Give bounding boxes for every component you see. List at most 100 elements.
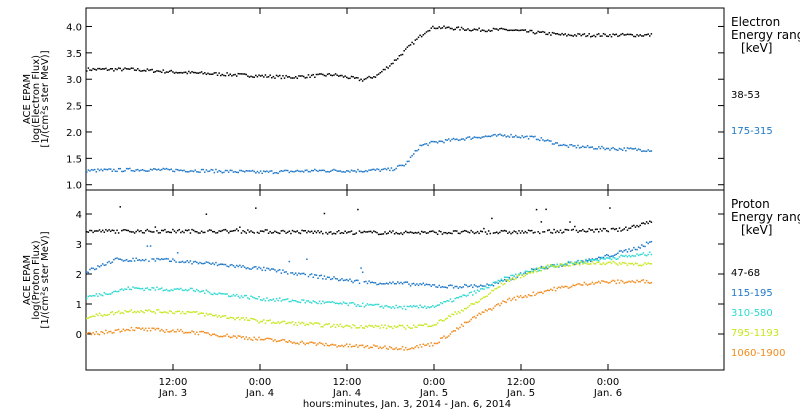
data-point — [97, 265, 99, 267]
data-point — [489, 284, 492, 287]
data-point — [613, 148, 616, 150]
data-point — [615, 253, 618, 256]
data-point — [594, 228, 597, 231]
data-point — [575, 35, 578, 37]
data-point — [529, 294, 531, 297]
data-point — [175, 231, 177, 234]
data-point — [137, 68, 139, 70]
data-point — [87, 332, 90, 334]
data-point — [251, 76, 254, 78]
data-point — [613, 261, 616, 264]
data-point — [546, 33, 549, 36]
data-point — [119, 67, 121, 70]
data-point — [631, 254, 633, 257]
data-point — [441, 233, 444, 235]
data-point — [471, 294, 474, 296]
data-point — [227, 265, 230, 268]
data-point — [374, 345, 377, 347]
data-point — [642, 252, 645, 254]
data-point — [403, 231, 405, 234]
data-point — [467, 285, 469, 288]
data-point — [175, 261, 177, 263]
data-point — [369, 346, 372, 349]
data-point — [440, 337, 442, 340]
data-point — [191, 330, 193, 332]
data-point — [212, 262, 214, 264]
data-point — [644, 254, 646, 256]
data-point — [290, 341, 292, 343]
data-point — [330, 301, 332, 304]
data-point — [240, 232, 243, 234]
x-tick-time-label: 0:00 — [249, 377, 271, 388]
data-point — [172, 228, 174, 231]
data-point — [231, 169, 233, 172]
data-point — [422, 282, 425, 284]
data-point — [519, 232, 522, 234]
x-tick-date-label: Jan. 3 — [158, 388, 187, 399]
data-point — [219, 335, 222, 338]
data-point — [513, 278, 515, 281]
data-point — [299, 75, 302, 77]
data-point — [556, 263, 559, 266]
data-point — [384, 68, 386, 71]
data-point — [342, 301, 345, 303]
data-point — [457, 139, 460, 142]
data-point — [523, 296, 525, 298]
data-point — [377, 168, 380, 171]
data-point — [194, 311, 196, 313]
data-point — [326, 276, 329, 278]
data-point — [259, 338, 262, 341]
data-point — [175, 168, 177, 171]
data-point — [328, 301, 330, 303]
data-point — [484, 285, 487, 288]
data-point — [535, 138, 538, 141]
data-point — [154, 289, 157, 291]
data-point — [428, 230, 431, 233]
data-point — [243, 73, 246, 75]
data-point — [152, 287, 155, 289]
data-point — [248, 170, 251, 172]
data-point — [361, 231, 364, 234]
data-point — [371, 281, 374, 283]
data-point — [392, 348, 394, 350]
data-point — [251, 339, 254, 341]
data-point — [392, 169, 394, 172]
data-point — [641, 279, 643, 282]
data-point — [296, 77, 299, 80]
data-point — [596, 228, 598, 231]
data-point — [92, 294, 94, 297]
y-axis-title: ACE EPAMlog(Electron Flux)[1/(cm²s ster … — [22, 50, 51, 147]
data-point — [491, 284, 493, 286]
data-point — [360, 324, 362, 327]
data-point — [449, 315, 452, 318]
data-point — [143, 259, 145, 262]
data-point — [497, 282, 500, 285]
data-point — [266, 320, 268, 322]
data-point — [309, 273, 311, 276]
data-point — [194, 333, 196, 335]
data-point — [105, 293, 107, 295]
data-point — [175, 71, 177, 74]
data-point — [330, 344, 332, 346]
data-point — [86, 317, 88, 320]
data-point — [553, 266, 555, 268]
data-point — [299, 341, 302, 344]
data-point — [205, 312, 208, 315]
data-point — [113, 290, 115, 293]
data-point — [430, 27, 433, 29]
data-point — [435, 27, 437, 30]
y-axis-title: ACE EPAMlog(Proton Flux)[1/(cm²s ster Me… — [22, 231, 51, 328]
data-point — [108, 229, 110, 231]
data-point — [159, 311, 161, 313]
data-point — [540, 267, 543, 269]
data-point — [647, 33, 649, 35]
data-point — [387, 306, 389, 308]
data-point — [283, 77, 286, 79]
data-point — [87, 295, 90, 298]
data-point — [204, 315, 206, 317]
data-point — [173, 170, 176, 173]
data-point — [523, 136, 525, 139]
data-point — [183, 169, 185, 172]
data-point — [582, 145, 584, 148]
data-point — [119, 206, 121, 208]
